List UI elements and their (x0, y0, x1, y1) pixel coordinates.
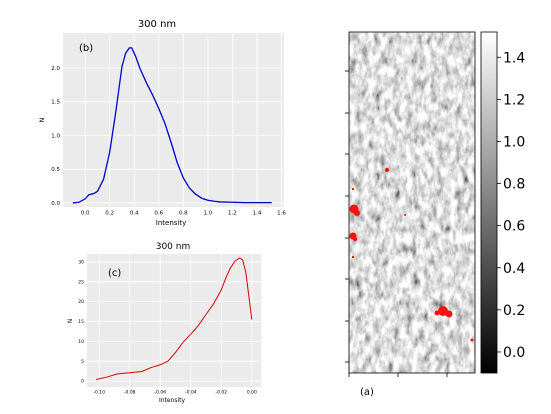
chart-c-grid (87, 254, 261, 387)
c-y-tick-label: 10 (78, 339, 84, 345)
highlight-spot (354, 210, 360, 216)
c-x-tick-label: -0.10 (93, 390, 105, 396)
chart-c-y-axis: 0 5 10 15 20 25 30 (78, 260, 84, 385)
colorbar-tick-label: 0.6 (503, 219, 525, 235)
chart-c-title: 300 nm (156, 242, 191, 252)
chart-b-series-line (72, 47, 272, 204)
highlight-spot (352, 236, 358, 242)
highlight-spot (384, 167, 390, 173)
image-axis-ticks (345, 70, 448, 377)
chart-panel-b: 300 nm 0.0 0.2 0.4 0.6 0.8 1.0 1.2 1.4 1.6 0.00.… (38, 19, 286, 227)
b-x-tick-label: 0.8 (179, 211, 188, 217)
chart-b-title: 300 nm (138, 19, 176, 30)
c-x-tick-label: 0.00 (247, 390, 257, 396)
c-y-tick-label: 15 (78, 319, 84, 325)
b-x-tick-label: 0.2 (105, 211, 114, 217)
b-x-tick-label: 0.4 (130, 211, 139, 217)
c-y-tick-label: 0 (81, 379, 84, 385)
highlight-spot (470, 338, 474, 342)
b-x-tick-label: 0.6 (154, 211, 163, 217)
highlight-spot (438, 306, 448, 316)
colorbar-tick-label: 1.4 (503, 50, 525, 66)
chart-b-panel-label: (b) (79, 43, 93, 54)
colorbar-tick-label: 0.4 (503, 261, 525, 277)
c-x-tick-label: -0.04 (185, 390, 197, 396)
chart-b-x-axis: 0.0 0.2 0.4 0.6 0.8 1.0 1.2 1.4 1.6 (81, 211, 287, 217)
chart-b-xlabel: Intensity (156, 219, 186, 227)
chart-b-grid (63, 33, 284, 207)
b-x-tick-label: 1.0 (204, 211, 213, 217)
c-y-tick-label: 30 (78, 260, 84, 266)
b-y-tick-label: 0.5 (51, 167, 60, 173)
chart-b-y-axis: 0.0 0.5 1.0 1.5 2.0 (51, 66, 60, 207)
b-x-tick-label: 1.2 (228, 211, 237, 217)
grayscale-map-image (349, 32, 475, 373)
b-x-tick-label: 1.4 (253, 211, 262, 217)
c-y-tick-label: 5 (81, 359, 84, 365)
c-x-tick-label: -0.02 (215, 390, 227, 396)
red-highlight-spots (349, 167, 474, 342)
chart-c-x-axis: -0.10 -0.08 -0.06 -0.04 -0.02 0.00 (93, 390, 257, 396)
c-x-tick-label: -0.08 (124, 390, 136, 396)
b-y-tick-label: 0.0 (51, 201, 60, 207)
colorbar-tick-label: 0.0 (503, 345, 525, 361)
image-panel-label: (a) (360, 387, 374, 398)
colorbar (480, 31, 498, 374)
image-frame (348, 31, 476, 374)
chart-b-plot-area (63, 33, 284, 207)
chart-b-ylabel: N (38, 117, 46, 122)
b-y-tick-label: 1.5 (51, 100, 60, 106)
image-panel-a: (a) 1.4 1.2 1.0 0.8 0.6 0.4 0.2 0.0 (345, 31, 525, 398)
highlight-spot (404, 214, 406, 216)
colorbar-ticks: 1.4 1.2 1.0 0.8 0.6 0.4 0.2 0.0 (497, 50, 525, 361)
highlight-spot (445, 310, 453, 318)
chart-c-xlabel: Intensity (159, 397, 186, 404)
c-y-tick-label: 25 (78, 279, 84, 285)
b-x-tick-label: 0.0 (81, 211, 90, 217)
colorbar-tick-label: 1.0 (503, 134, 525, 150)
chart-c-plot-area (87, 254, 261, 387)
b-y-tick-label: 1.0 (51, 133, 60, 139)
c-y-tick-label: 20 (78, 299, 84, 305)
highlight-spot (351, 255, 355, 259)
chart-c-ylabel: N (67, 319, 74, 324)
chart-panel-c: 300 nm -0.10 -0.08 -0.06 -0.04 -0.02 0.00 0 5 1… (67, 242, 261, 404)
chart-c-panel-label: (c) (108, 268, 121, 279)
colorbar-tick-label: 1.2 (503, 92, 525, 108)
chart-c-series-line (96, 257, 253, 380)
colorbar-tick-label: 0.2 (503, 303, 525, 319)
highlight-spot (351, 187, 355, 191)
b-x-tick-label: 1.6 (277, 211, 286, 217)
b-y-tick-label: 2.0 (51, 66, 60, 72)
colorbar-tick-label: 0.8 (503, 177, 525, 193)
highlight-spot (434, 310, 440, 316)
c-x-tick-label: -0.06 (154, 390, 166, 396)
